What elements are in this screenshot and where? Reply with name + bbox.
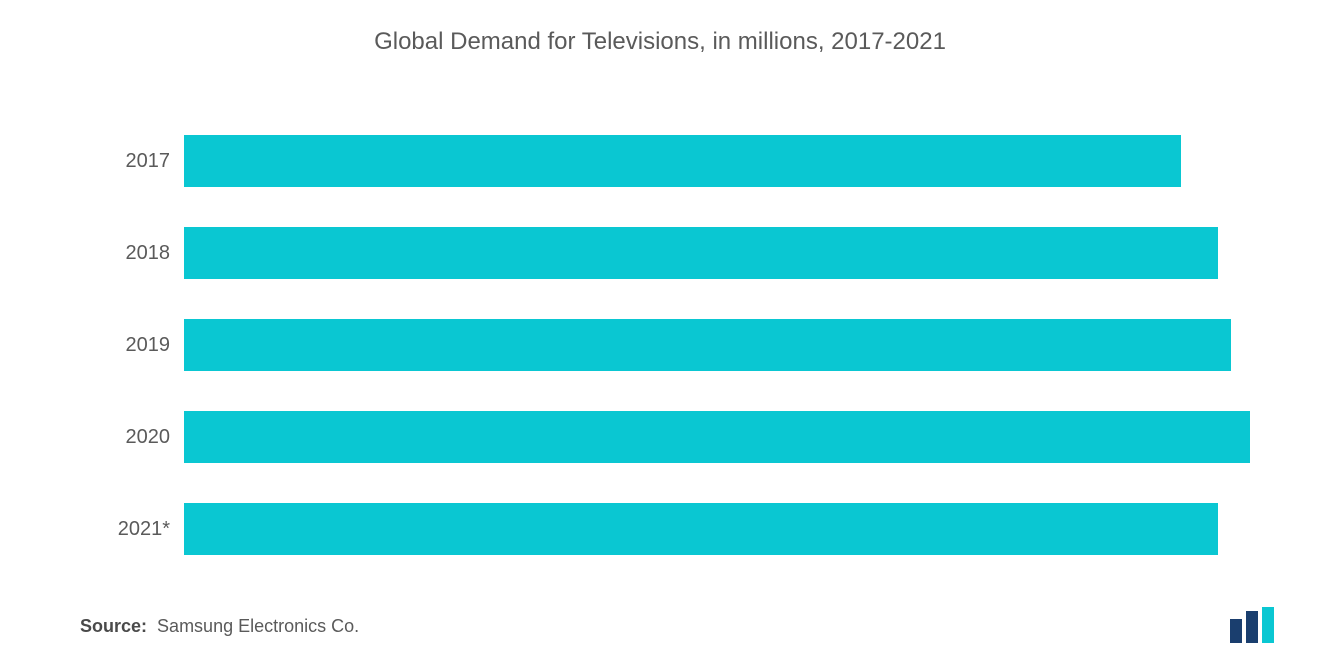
bar-row: 2021* [110, 483, 1250, 575]
source-line: Source: Samsung Electronics Co. [80, 616, 359, 637]
bar [184, 319, 1231, 371]
bar-track [184, 503, 1250, 555]
bar-track [184, 135, 1250, 187]
bar [184, 411, 1250, 463]
bar-track [184, 227, 1250, 279]
category-label: 2019 [110, 334, 184, 357]
logo-bar-3 [1262, 607, 1274, 643]
chart-area: 2017 2018 2019 2020 2021* [110, 115, 1250, 575]
bar-row: 2018 [110, 207, 1250, 299]
category-label: 2018 [110, 242, 184, 265]
category-label: 2017 [110, 150, 184, 173]
bar-row: 2020 [110, 391, 1250, 483]
bar-row: 2019 [110, 299, 1250, 391]
source-label: Source: [80, 616, 147, 636]
mordor-logo-icon [1228, 607, 1282, 643]
logo-bar-2 [1246, 611, 1258, 643]
bar [184, 503, 1218, 555]
chart-title: Global Demand for Televisions, in millio… [0, 0, 1320, 66]
bar-track [184, 411, 1250, 463]
category-label: 2020 [110, 426, 184, 449]
bar-row: 2017 [110, 115, 1250, 207]
category-label: 2021* [110, 518, 184, 541]
logo-bar-1 [1230, 619, 1242, 643]
bar [184, 135, 1181, 187]
source-text: Samsung Electronics Co. [157, 616, 359, 636]
bar-track [184, 319, 1250, 371]
bar [184, 227, 1218, 279]
